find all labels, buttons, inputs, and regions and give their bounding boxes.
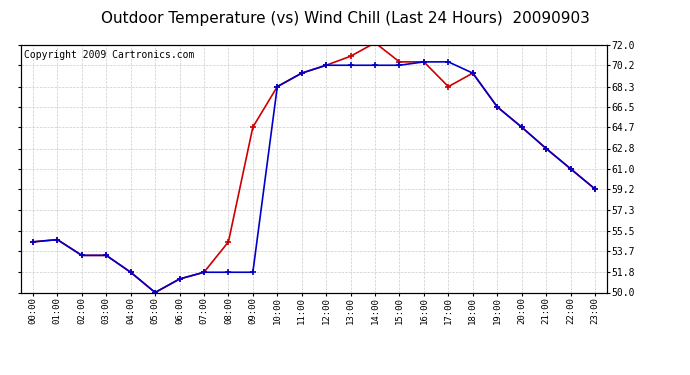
Text: Outdoor Temperature (vs) Wind Chill (Last 24 Hours)  20090903: Outdoor Temperature (vs) Wind Chill (Las… [101,11,589,26]
Text: Copyright 2009 Cartronics.com: Copyright 2009 Cartronics.com [23,50,194,60]
